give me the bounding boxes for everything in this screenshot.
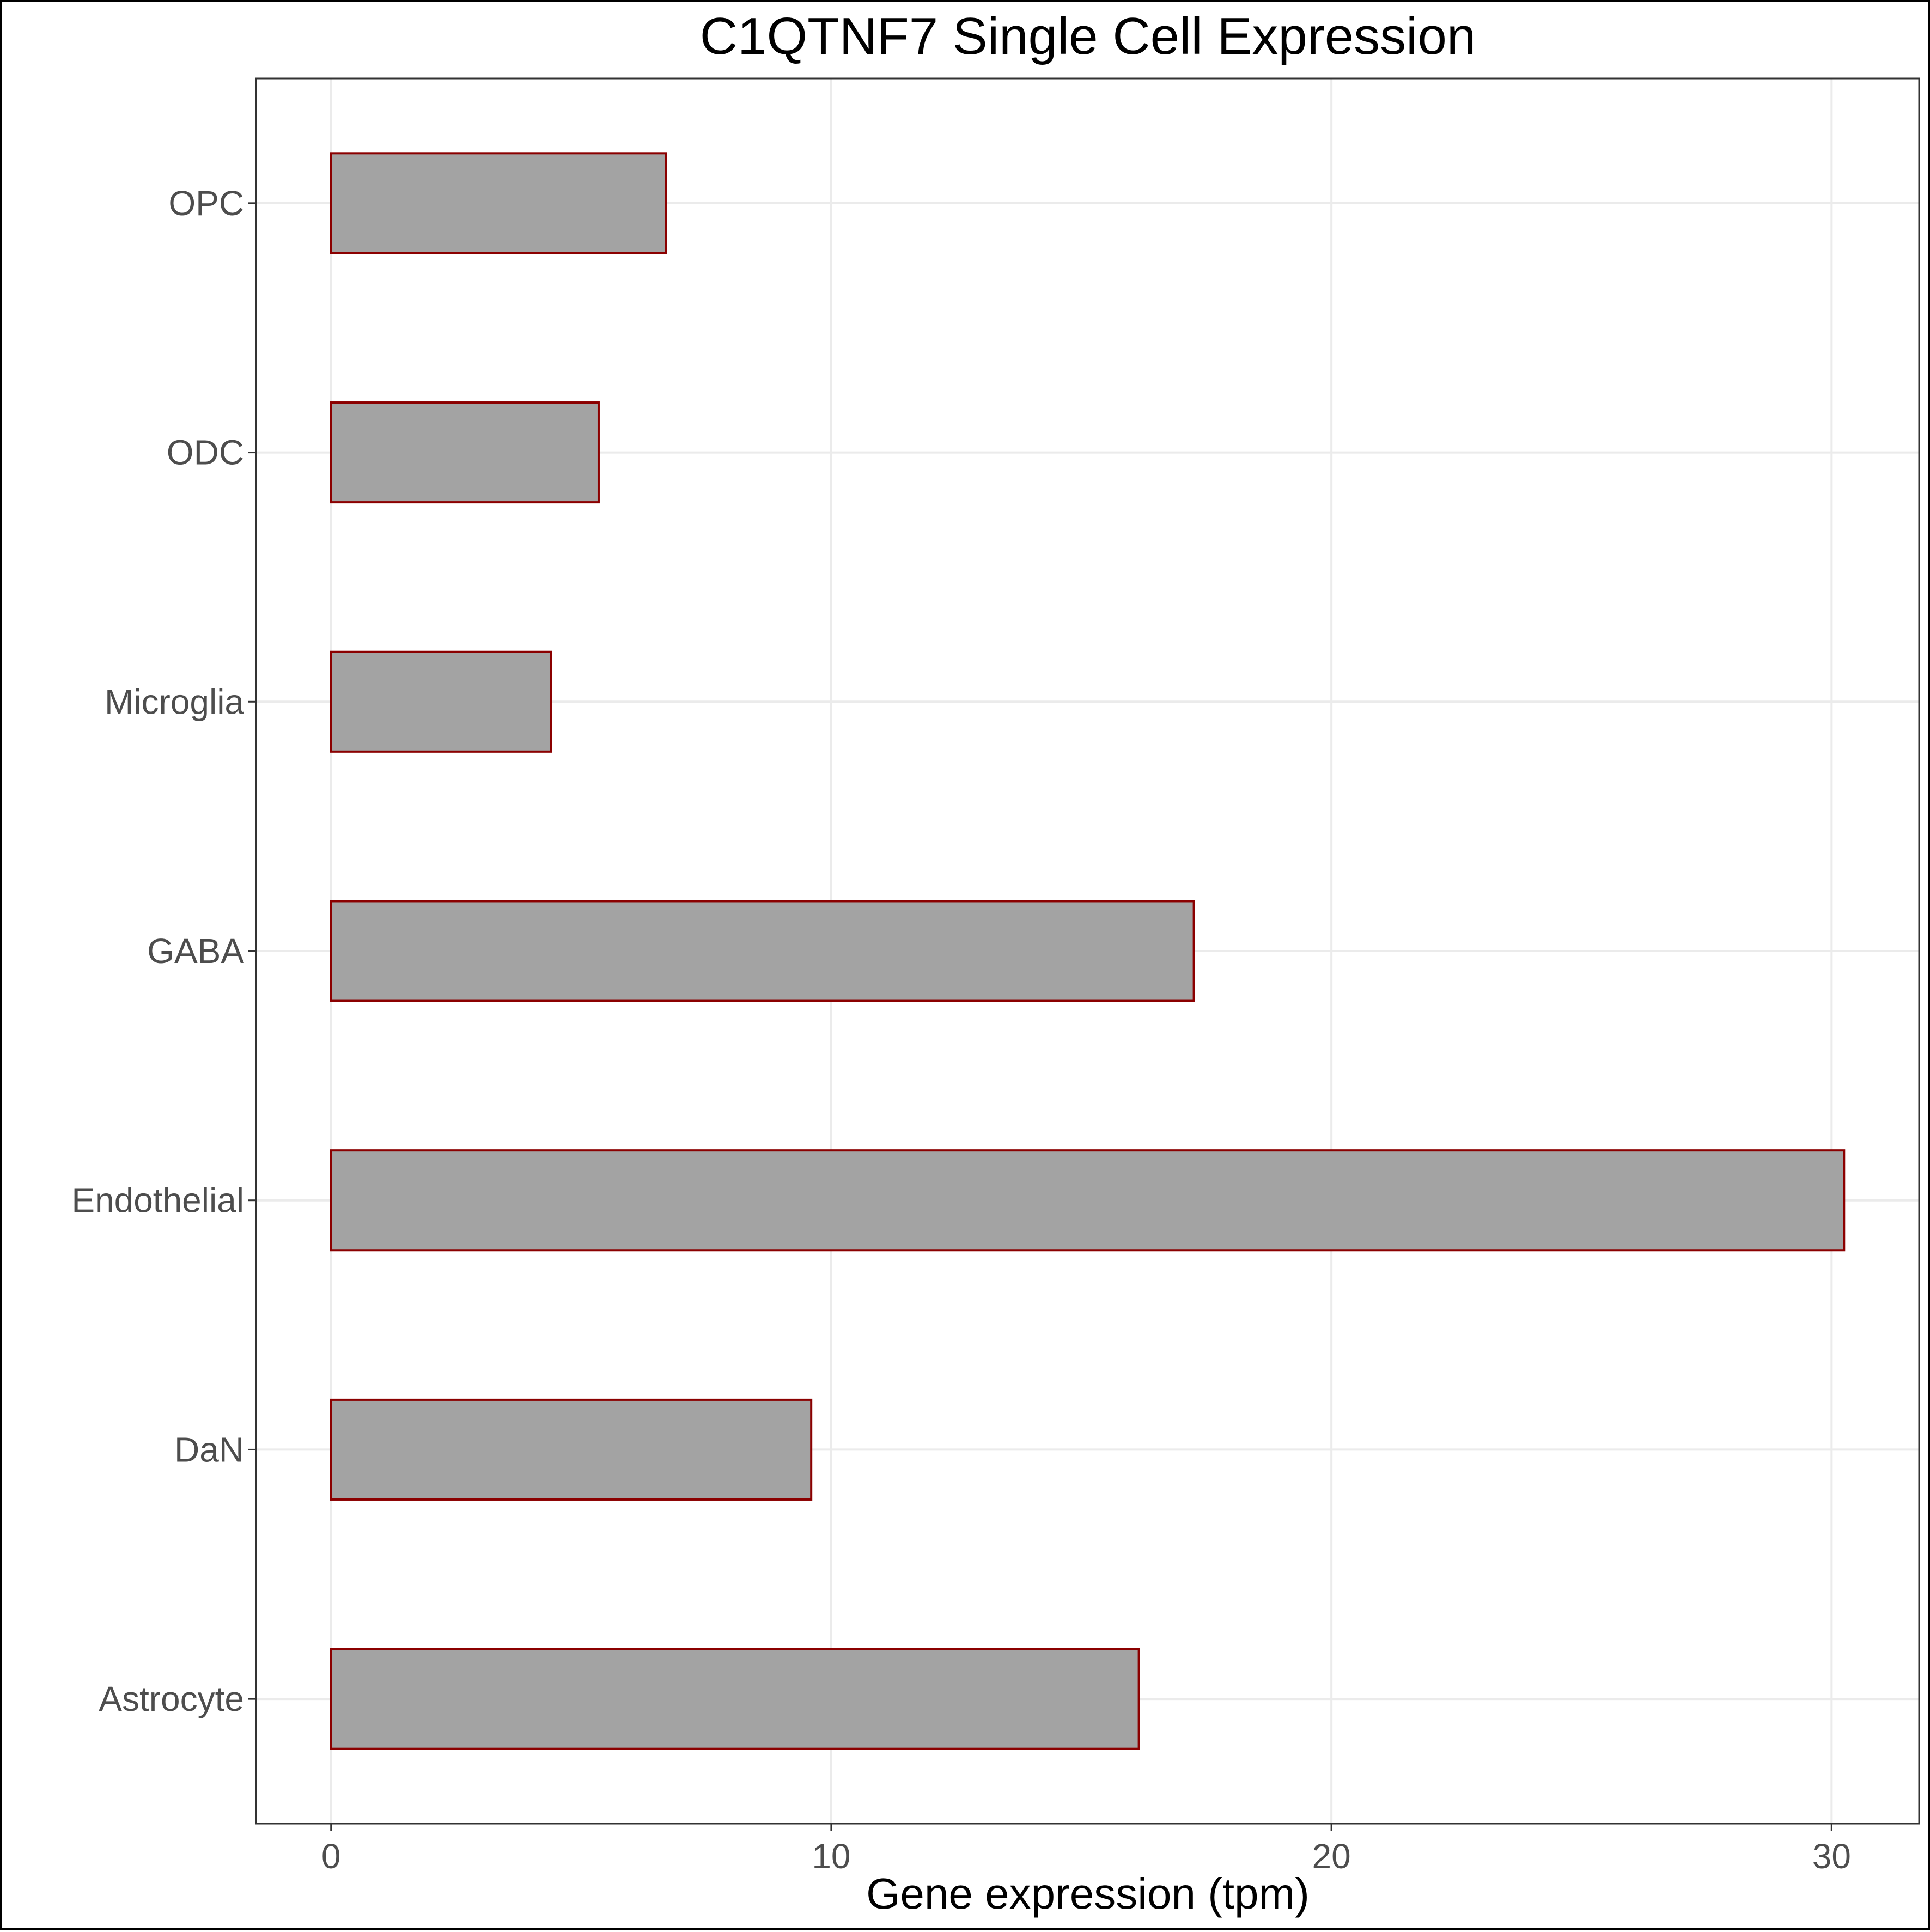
y-tick-label: Microglia bbox=[105, 682, 244, 721]
bar-dan bbox=[330, 1398, 813, 1501]
y-tick-label: DaN bbox=[174, 1430, 244, 1469]
bar-gaba bbox=[330, 900, 1195, 1002]
x-tick-label: 20 bbox=[1312, 1837, 1351, 1876]
bar-odc bbox=[330, 401, 600, 504]
x-tick-label: 0 bbox=[321, 1837, 341, 1876]
y-tick-label: GABA bbox=[147, 931, 244, 971]
chart-title: C1QTNF7 Single Cell Expression bbox=[700, 7, 1476, 65]
x-axis-ticks: 0 10 20 30 bbox=[321, 1824, 1851, 1876]
y-tick-label: ODC bbox=[167, 433, 244, 472]
y-tick-label: OPC bbox=[168, 184, 244, 223]
x-axis-title: Gene expression (tpm) bbox=[866, 1869, 1310, 1918]
x-tick-label: 10 bbox=[812, 1837, 850, 1876]
y-tick-label: Endothelial bbox=[71, 1181, 244, 1220]
bar-opc bbox=[330, 152, 667, 254]
bar-endothelial bbox=[330, 1149, 1846, 1252]
x-tick-label: 30 bbox=[1812, 1837, 1851, 1876]
bar-astrocyte bbox=[330, 1648, 1140, 1750]
y-axis-ticks: OPC ODC Microglia GABA Endothelial DaN Astrocy… bbox=[71, 184, 256, 1718]
bars bbox=[330, 152, 1846, 1750]
bar-microglia bbox=[330, 650, 552, 753]
y-tick-label: Astrocyte bbox=[99, 1679, 244, 1718]
